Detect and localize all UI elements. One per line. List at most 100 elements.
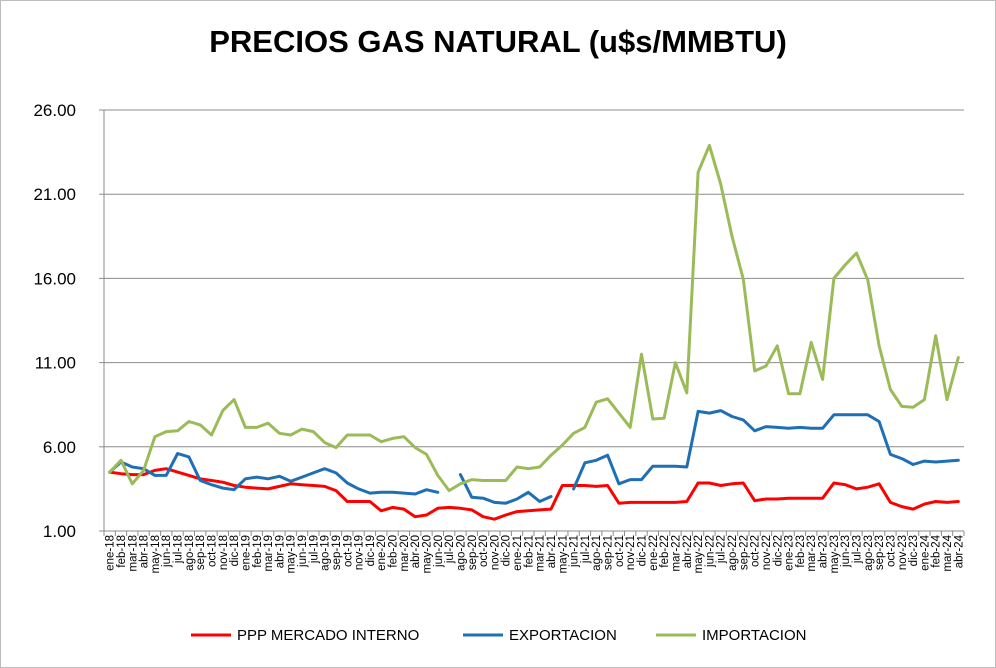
- x-tick-label: sep-23: [874, 535, 886, 570]
- data-point: [142, 469, 145, 472]
- data-point: [810, 497, 813, 500]
- data-point: [912, 406, 915, 409]
- data-point: [391, 491, 394, 494]
- data-point: [708, 412, 711, 415]
- x-tick-label: oct-19: [342, 535, 354, 567]
- x-tick-label: ago-23: [863, 535, 875, 571]
- data-point: [765, 498, 768, 501]
- x-tick-label: feb-18: [116, 535, 128, 568]
- x-tick-label: may-20: [422, 535, 434, 573]
- series-line: [108, 409, 960, 505]
- series-importacion: [108, 143, 960, 493]
- data-point: [267, 477, 270, 480]
- data-point: [765, 425, 768, 428]
- data-point: [323, 485, 326, 488]
- x-tick-label: ene-20: [376, 535, 388, 571]
- data-point: [425, 514, 428, 517]
- data-point: [685, 500, 688, 503]
- data-point: [368, 434, 371, 437]
- data-point: [436, 491, 439, 494]
- data-point: [923, 460, 926, 463]
- x-tick-label: ene-21: [512, 535, 524, 571]
- x-tick-label: ene-18: [105, 535, 117, 571]
- data-point: [187, 420, 190, 423]
- data-point: [844, 483, 847, 486]
- data-point: [346, 434, 349, 437]
- data-point: [923, 398, 926, 401]
- data-point: [617, 482, 620, 485]
- data-point: [267, 422, 270, 425]
- x-tick-label: nov-23: [897, 535, 909, 570]
- x-tick-label: jul-22: [716, 535, 728, 564]
- data-point: [900, 457, 903, 460]
- data-point: [301, 428, 304, 431]
- data-point: [380, 509, 383, 512]
- data-point: [335, 489, 338, 492]
- data-point: [776, 498, 779, 501]
- data-point: [176, 471, 179, 474]
- data-point: [889, 501, 892, 504]
- legend: PPP MERCADO INTERNO EXPORTACION IMPORTACIO…: [191, 627, 806, 644]
- data-point: [753, 370, 756, 373]
- data-point: [120, 459, 123, 462]
- data-point: [425, 453, 428, 456]
- data-point: [459, 482, 462, 485]
- data-point: [516, 510, 519, 513]
- data-point: [120, 472, 123, 475]
- x-tick-label: feb-24: [931, 534, 943, 567]
- x-tick-label: mar-18: [127, 535, 139, 571]
- chart-title: PRECIOS GAS NATURAL (u$s/MMBTU): [209, 24, 787, 59]
- data-point: [312, 430, 315, 433]
- data-point: [380, 440, 383, 443]
- data-point: [380, 491, 383, 494]
- x-tick-label: may-23: [829, 535, 841, 573]
- legend-label: PPP MERCADO INTERNO: [237, 627, 419, 644]
- data-point: [651, 465, 654, 468]
- data-point: [595, 485, 598, 488]
- legend-label: EXPORTACION: [509, 627, 617, 644]
- data-point: [527, 491, 530, 494]
- x-tick-label: abr-19: [274, 535, 286, 568]
- y-axis: 1.00 6.00 11.00 16.00 21.00 26.00: [33, 101, 105, 541]
- data-point: [674, 465, 677, 468]
- x-tick-label: jun-20: [433, 535, 445, 568]
- x-tick-label: ene-19: [240, 535, 252, 571]
- data-point: [346, 500, 349, 503]
- y-tick-label: 1.00: [43, 522, 76, 541]
- data-point: [210, 483, 213, 486]
- data-point: [312, 471, 315, 474]
- data-point: [357, 500, 360, 503]
- x-tick-label: ago-18: [184, 535, 196, 571]
- data-point: [470, 478, 473, 481]
- data-point: [493, 501, 496, 504]
- data-point: [787, 427, 790, 430]
- x-tick-label: jul-21: [580, 535, 592, 564]
- x-tick-label: oct-20: [478, 535, 490, 567]
- x-tick-label: nov-19: [354, 535, 366, 570]
- data-point: [731, 482, 734, 485]
- data-point: [572, 432, 575, 435]
- y-tick-label: 16.00: [33, 269, 76, 288]
- data-point: [821, 427, 824, 430]
- data-point: [278, 475, 281, 478]
- data-point: [470, 508, 473, 511]
- data-point: [765, 365, 768, 368]
- data-point: [697, 410, 700, 413]
- x-tick-label: ago-19: [320, 535, 332, 571]
- x-tick-label: nov-22: [761, 535, 773, 570]
- data-point: [210, 479, 213, 482]
- x-tick-label: jul-18: [173, 535, 185, 564]
- x-tick-label: sep-21: [603, 535, 615, 570]
- data-point: [459, 473, 462, 476]
- x-tick-label: dic-21: [637, 535, 649, 566]
- data-point: [798, 426, 801, 429]
- data-point: [878, 482, 881, 485]
- data-point: [289, 480, 292, 483]
- data-point: [233, 488, 236, 491]
- data-point: [199, 423, 202, 426]
- x-tick-label: feb-20: [388, 535, 400, 568]
- data-point: [255, 476, 258, 479]
- data-point: [708, 482, 711, 485]
- x-tick-label: jun-22: [704, 535, 716, 568]
- data-point: [368, 500, 371, 503]
